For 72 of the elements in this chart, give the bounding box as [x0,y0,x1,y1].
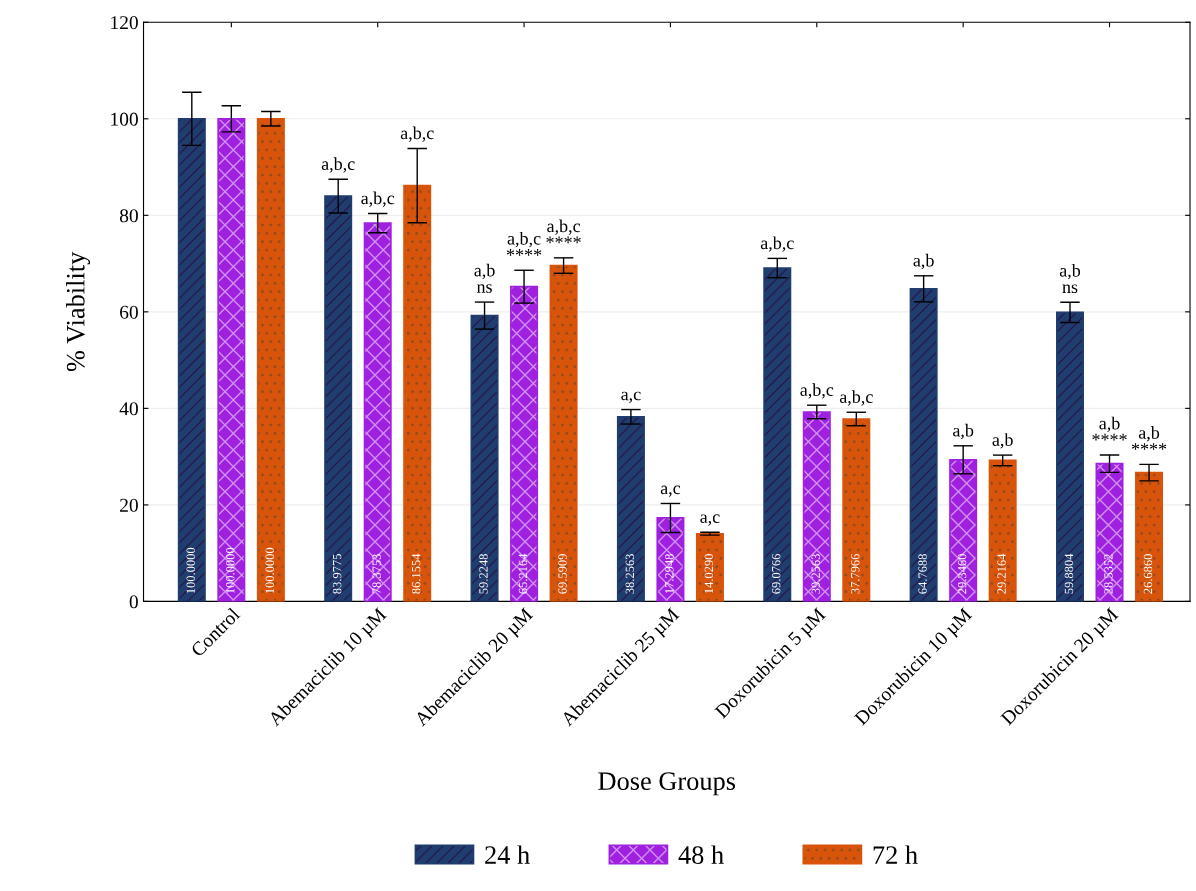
data-label: 28.5352 [1104,554,1113,594]
y-tick-label: 0 [129,595,138,609]
data-label: 14.0290 [704,554,714,594]
data-label: 83.9775 [332,554,342,594]
bar [802,411,831,602]
data-label: 29.2164 [997,553,1006,594]
bar [842,418,871,602]
data-label: 100.0000 [186,547,195,594]
data-label: 39.2563 [811,554,820,594]
annotation: a,b,c [760,236,794,252]
bar [177,117,206,602]
bar [549,264,578,602]
data-label: 100.0000 [226,547,235,594]
bar [695,532,724,602]
bar [256,117,285,602]
bar [1095,462,1124,602]
data-label: 59.8804 [1064,553,1074,594]
annotation: a,c [660,485,681,497]
bar [616,415,645,602]
legend-label: 24 h [485,845,530,864]
annotation: a,b,c [800,383,834,399]
data-label: 86.1554 [411,553,421,594]
y-tick-label: 120 [111,16,138,30]
annotation: a,b **** [1092,416,1127,441]
y-axis-title: % Viability [66,251,91,372]
bar [949,458,978,602]
bar [363,222,392,602]
bar [470,314,499,602]
legend-label: 48 h [678,845,724,864]
bar [510,285,539,602]
annotation: a,c [700,514,720,526]
annotation: a,b,c **** [506,231,542,256]
data-label: 69.0766 [771,553,781,594]
y-tick-label: 20 [120,498,138,512]
data-label: 37.7966 [851,553,860,594]
annotation: a,b,c [361,191,395,207]
data-label: 69.5909 [558,554,567,594]
bar [324,195,353,602]
annotation: a,b,c **** [546,219,581,244]
data-label: 26.6860 [1143,554,1153,594]
data-label: 59.2248 [479,554,488,594]
data-label: 29.3460 [957,554,967,594]
x-axis-title: Dose Groups [598,772,736,796]
legend-label: 72 h [873,845,918,864]
y-tick-label: 80 [119,209,138,223]
data-label: 100.0000 [265,547,275,594]
annotation: a,b [953,423,974,440]
bar [988,459,1017,602]
bar [403,184,432,602]
data-label: 38.2563 [625,554,635,594]
annotation: a,b,c [321,157,355,173]
data-label: 17.2948 [665,554,674,594]
annotation: a,b ns [1059,263,1081,294]
bar [909,287,938,602]
annotation: a,b **** [1131,426,1167,450]
annotation: a,b [913,253,934,270]
data-label: 78.3753 [372,554,381,594]
bar [763,267,792,602]
bar [217,117,246,602]
annotation: a,b [992,433,1013,449]
annotation: a,c [621,391,641,403]
annotation: a,b ns [474,263,495,293]
annotation: a,b,c [400,126,434,142]
bar [1135,471,1164,602]
y-tick-label: 100 [111,112,138,126]
bar [1055,311,1085,602]
annotation: a,b,c [839,390,873,406]
data-label: 65.2164 [518,553,528,594]
bar [656,517,685,602]
data-label: 64.7688 [918,554,927,594]
y-tick-label: 40 [119,402,138,416]
y-tick-label: 60 [120,305,138,319]
